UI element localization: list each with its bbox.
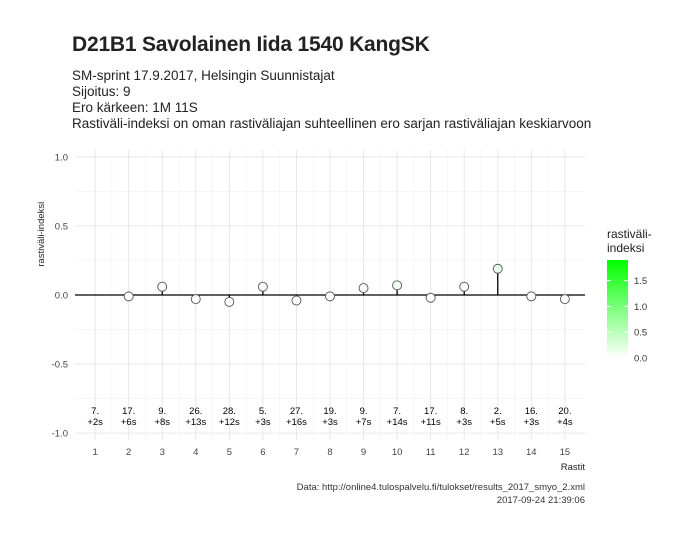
data-point: [325, 291, 335, 302]
subtitle-line-4: Rastiväli-indeksi on oman rastiväliajan …: [72, 116, 592, 131]
rank-label: 17.: [122, 406, 135, 417]
y-tick-label: 1.0: [55, 152, 68, 163]
data-point: [358, 283, 369, 294]
time-diff-label: +2s: [87, 417, 103, 428]
x-tick-label: 8: [327, 447, 332, 458]
rank-label: 2.: [494, 406, 502, 417]
data-point: [190, 294, 201, 305]
time-diff-label: +3s: [255, 417, 271, 428]
subtitle-line-1: SM-sprint 17.9.2017, Helsingin Suunnista…: [72, 68, 335, 83]
x-tick-label: 9: [361, 447, 366, 458]
time-diff-label: +3s: [456, 417, 472, 428]
y-tick-label: -0.5: [52, 360, 68, 371]
time-diff-label: +12s: [219, 417, 240, 428]
x-tick-label: 14: [526, 447, 537, 458]
time-diff-label: +3s: [524, 417, 540, 428]
rank-label: 7.: [91, 406, 99, 417]
time-diff-label: +14s: [387, 417, 408, 428]
data-point: [123, 291, 134, 302]
rank-label: 27.: [290, 406, 303, 417]
data-point: [257, 281, 268, 292]
legend-tick-label: 1.5: [634, 276, 647, 287]
data-point: [526, 291, 537, 302]
rank-label: 19.: [323, 406, 336, 417]
time-diff-label: +11s: [421, 417, 441, 428]
data-point: [224, 296, 235, 307]
rank-label: 17.: [424, 406, 437, 417]
x-tick-label: 11: [426, 447, 436, 458]
data-point: [392, 280, 403, 291]
data-point: [492, 263, 503, 274]
data-point: [291, 295, 302, 306]
x-tick-label: 7: [294, 447, 299, 458]
x-tick-label: 6: [260, 447, 265, 458]
data-point: [559, 294, 570, 305]
data-point: [157, 281, 168, 292]
y-tick-label: 0.5: [55, 221, 68, 232]
x-tick-label: 3: [160, 447, 165, 458]
legend-tick-label: 0.0: [634, 354, 647, 365]
y-axis-title: rastiväli-indeksi: [36, 202, 47, 267]
time-diff-label: +16s: [286, 417, 307, 428]
x-axis-title: Rastit: [561, 462, 586, 473]
x-tick-label: 4: [193, 447, 198, 458]
rank-label: 26.: [189, 406, 202, 417]
legend-tick-label: 1.0: [634, 302, 647, 313]
data-point: [459, 281, 470, 292]
point-annotations: 7.+2s17.+6s9.+8s26.+13s28.+12s5.+3s27.+1…: [87, 406, 573, 428]
subtitle-line-3: Ero kärkeen: 1M 11S: [72, 100, 198, 115]
data-source-caption: Data: http://online4.tulospalvelu.fi/tul…: [296, 482, 585, 493]
y-tick-label: 0.0: [55, 291, 68, 302]
color-legend: rastiväli-indeksi 0.0 0.5 1.0 1.5: [607, 227, 652, 365]
rank-label: 20.: [558, 406, 571, 417]
subtitle-line-2: Sijoitus: 9: [72, 84, 131, 99]
x-tick-label: 15: [560, 447, 571, 458]
chart-title: D21B1 Savolainen Iida 1540 KangSK: [72, 33, 430, 56]
x-tick-label: 2: [126, 447, 131, 458]
time-diff-label: +3s: [322, 417, 338, 428]
data-point: [425, 292, 436, 303]
legend-title-line: rastiväli-: [607, 227, 652, 241]
rank-label: 8.: [460, 406, 468, 417]
time-diff-label: +7s: [356, 417, 372, 428]
legend-title-line: indeksi: [607, 241, 644, 255]
x-tick-label: 5: [227, 447, 232, 458]
y-tick-label: -1.0: [52, 429, 68, 440]
rank-label: 7.: [393, 406, 401, 417]
legend-colorbar: [607, 260, 628, 358]
time-diff-label: +4s: [557, 417, 573, 428]
rank-label: 16.: [525, 406, 538, 417]
time-diff-label: +5s: [490, 417, 506, 428]
rank-label: 5.: [259, 406, 267, 417]
x-tick-label: 12: [459, 447, 470, 458]
x-tick-label: 10: [392, 447, 403, 458]
timestamp-caption: 2017-09-24 21:39:06: [496, 495, 585, 506]
time-diff-label: +6s: [121, 417, 137, 428]
x-tick-label: 1: [92, 447, 97, 458]
x-tick-label: 13: [492, 447, 503, 458]
rank-label: 28.: [223, 406, 236, 417]
time-diff-label: +8s: [154, 417, 170, 428]
data-marks: [123, 263, 570, 307]
time-diff-label: +13s: [185, 417, 206, 428]
legend-tick-label: 0.5: [634, 328, 647, 339]
rank-label: 9.: [158, 406, 166, 417]
rank-label: 9.: [360, 406, 368, 417]
